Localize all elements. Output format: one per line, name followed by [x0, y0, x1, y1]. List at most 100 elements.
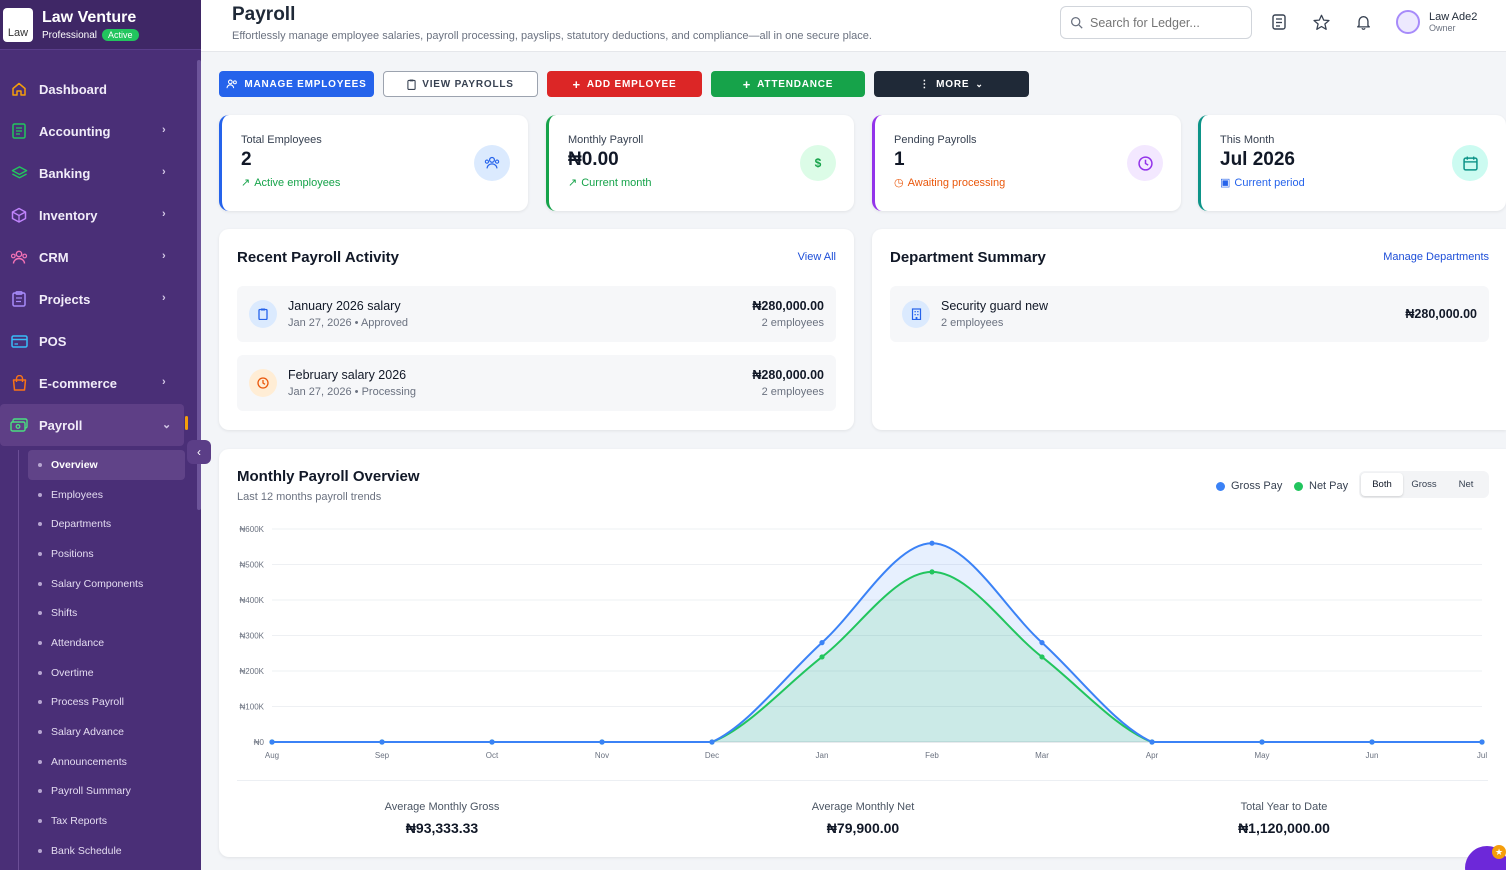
toggle-gross[interactable]: Gross	[1411, 479, 1437, 490]
submenu-item-shifts[interactable]: Shifts	[28, 598, 201, 628]
data-point	[929, 569, 935, 575]
submenu-item-positions[interactable]: Positions	[28, 539, 201, 569]
search-box[interactable]	[1060, 6, 1252, 39]
page-subtitle: Effortlessly manage employee salaries, p…	[232, 30, 872, 42]
view-payrolls-label: VIEW PAYROLLS	[422, 78, 514, 90]
submenu-item-overview[interactable]: Overview	[28, 450, 185, 480]
sidebar-item-payroll[interactable]: Payroll ⌄	[0, 404, 188, 446]
chevron-right-icon: ›	[162, 292, 166, 304]
x-tick-label: Feb	[925, 751, 939, 760]
submenu-item-employees[interactable]: Employees	[28, 480, 201, 510]
sidebar-scrollbar[interactable]	[197, 60, 201, 510]
stat-card-monthly-payroll: Monthly Payroll ₦0.00 ↗ Current month $	[546, 115, 854, 211]
y-tick-label: ₦100K	[240, 703, 265, 712]
view-all-link[interactable]: View All	[797, 251, 836, 263]
sidebar-item-crm[interactable]: CRM ›	[0, 236, 201, 278]
x-tick-label: Sep	[375, 751, 390, 760]
sidebar: Law Law Venture Professional Active Dash…	[0, 0, 201, 870]
search-input[interactable]	[1090, 15, 1230, 30]
sidebar-item-label: Inventory	[39, 207, 98, 223]
sidebar-item-e-commerce[interactable]: E-commerce ›	[0, 362, 201, 404]
chevron-right-icon: ›	[162, 124, 166, 136]
payroll-row[interactable]: February salary 2026 Jan 27, 2026 • Proc…	[237, 355, 836, 411]
stat-note: ◷ Awaiting processing	[894, 176, 1005, 190]
data-point	[819, 654, 825, 660]
submenu-item-departments[interactable]: Departments	[28, 509, 201, 539]
submenu-item-overtime[interactable]: Overtime	[28, 658, 201, 688]
add-employee-button[interactable]: + ADD EMPLOYEE	[547, 71, 702, 97]
view-payrolls-button[interactable]: VIEW PAYROLLS	[383, 71, 538, 97]
data-point	[1149, 739, 1155, 745]
x-tick-label: Oct	[486, 751, 499, 760]
payroll-row[interactable]: January 2026 salary Jan 27, 2026 • Appro…	[237, 286, 836, 342]
attendance-label: ATTENDANCE	[757, 78, 834, 90]
building-icon	[902, 300, 930, 328]
sidebar-item-banking[interactable]: Banking ›	[0, 152, 201, 194]
avatar[interactable]	[1396, 10, 1420, 34]
series-area-net-pay	[272, 571, 1482, 742]
trend-up-icon: ↗	[241, 177, 251, 189]
stat-value: 2	[241, 149, 252, 170]
department-row[interactable]: Security guard new 2 employees ₦280,000.…	[890, 286, 1489, 342]
legend-gross-swatch	[1216, 481, 1225, 491]
stat-value: 1	[894, 149, 905, 170]
payroll-area-chart: ₦0 ₦100K ₦200K ₦300K ₦400K ₦500K ₦600K Aug Sep Oc…	[240, 525, 1488, 760]
submenu-item-process-payroll[interactable]: Process Payroll	[28, 688, 201, 718]
submenu-item-attendance[interactable]: Attendance	[28, 628, 201, 658]
stat-note-text: Active employees	[254, 176, 341, 189]
recent-payroll-panel: Recent Payroll Activity View All January…	[219, 229, 854, 430]
avg-net-value: ₦79,900.00	[826, 820, 900, 836]
sidebar-item-label: E-commerce	[39, 375, 118, 391]
avg-gross-value: ₦93,333.33	[405, 820, 479, 836]
collapse-sidebar-button[interactable]: ‹	[187, 440, 211, 464]
toggle-both[interactable]: Both	[1361, 473, 1403, 496]
cash-icon	[10, 416, 28, 434]
page-title: Payroll	[232, 4, 296, 25]
plus-icon: +	[742, 76, 752, 92]
home-icon	[10, 80, 28, 98]
stat-note-text: Current month	[581, 176, 652, 189]
stat-card-total-employees: Total Employees 2 ↗ Active employees	[219, 115, 528, 211]
x-tick-label: Dec	[705, 751, 719, 760]
submenu-item-salary-advance[interactable]: Salary Advance	[28, 717, 201, 747]
submenu-item-salary-components[interactable]: Salary Components	[28, 569, 201, 599]
chevron-down-icon: ⌄	[162, 419, 172, 431]
star-icon[interactable]	[1312, 13, 1330, 31]
manage-departments-link[interactable]: Manage Departments	[1383, 251, 1489, 263]
ledger-icon	[10, 122, 28, 140]
more-button[interactable]: ⋮ MORE ⌄	[874, 71, 1029, 97]
submenu-item-payroll-summary[interactable]: Payroll Summary	[28, 777, 201, 807]
sidebar-item-inventory[interactable]: Inventory ›	[0, 194, 201, 236]
stat-note: ▣ Current period	[1220, 176, 1305, 190]
data-point	[1039, 640, 1045, 646]
divider	[237, 780, 1488, 781]
attendance-button[interactable]: + ATTENDANCE	[711, 71, 865, 97]
bell-icon[interactable]	[1354, 13, 1372, 31]
chevron-down-icon: ⌄	[975, 78, 984, 89]
data-point	[489, 739, 495, 745]
avg-gross-label: Average Monthly Gross	[384, 801, 500, 813]
sidebar-item-accounting[interactable]: Accounting ›	[0, 110, 201, 152]
submenu-item-announcements[interactable]: Announcements	[28, 747, 201, 777]
chevron-right-icon: ›	[162, 208, 166, 220]
y-tick-label: ₦500K	[240, 561, 265, 570]
user-menu[interactable]: Law Ade2 Owner	[1396, 10, 1477, 34]
layers-icon	[10, 164, 28, 182]
department-summary-panel: Department Summary Manage Departments Se…	[872, 229, 1506, 430]
submenu-item-tax-reports[interactable]: Tax Reports	[28, 806, 201, 836]
toggle-net[interactable]: Net	[1458, 479, 1474, 490]
sidebar-item-dashboard[interactable]: Dashboard	[0, 68, 201, 110]
stat-label: Monthly Payroll	[568, 134, 644, 146]
stat-label: Total Employees	[241, 134, 322, 146]
clipboard-icon	[249, 300, 277, 328]
clipboard-icon	[407, 79, 416, 90]
sidebar-item-projects[interactable]: Projects ›	[0, 278, 201, 320]
submenu-item-bank-schedule[interactable]: Bank Schedule	[28, 836, 201, 866]
add-employee-label: ADD EMPLOYEE	[586, 78, 677, 90]
manage-employees-button[interactable]: MANAGE EMPLOYEES	[219, 71, 374, 97]
sidebar-item-label: Dashboard	[39, 81, 107, 97]
calculator-icon[interactable]	[1270, 13, 1288, 31]
chevron-right-icon: ›	[162, 250, 166, 262]
sidebar-item-pos[interactable]: POS	[0, 320, 201, 362]
data-point	[1259, 739, 1265, 745]
